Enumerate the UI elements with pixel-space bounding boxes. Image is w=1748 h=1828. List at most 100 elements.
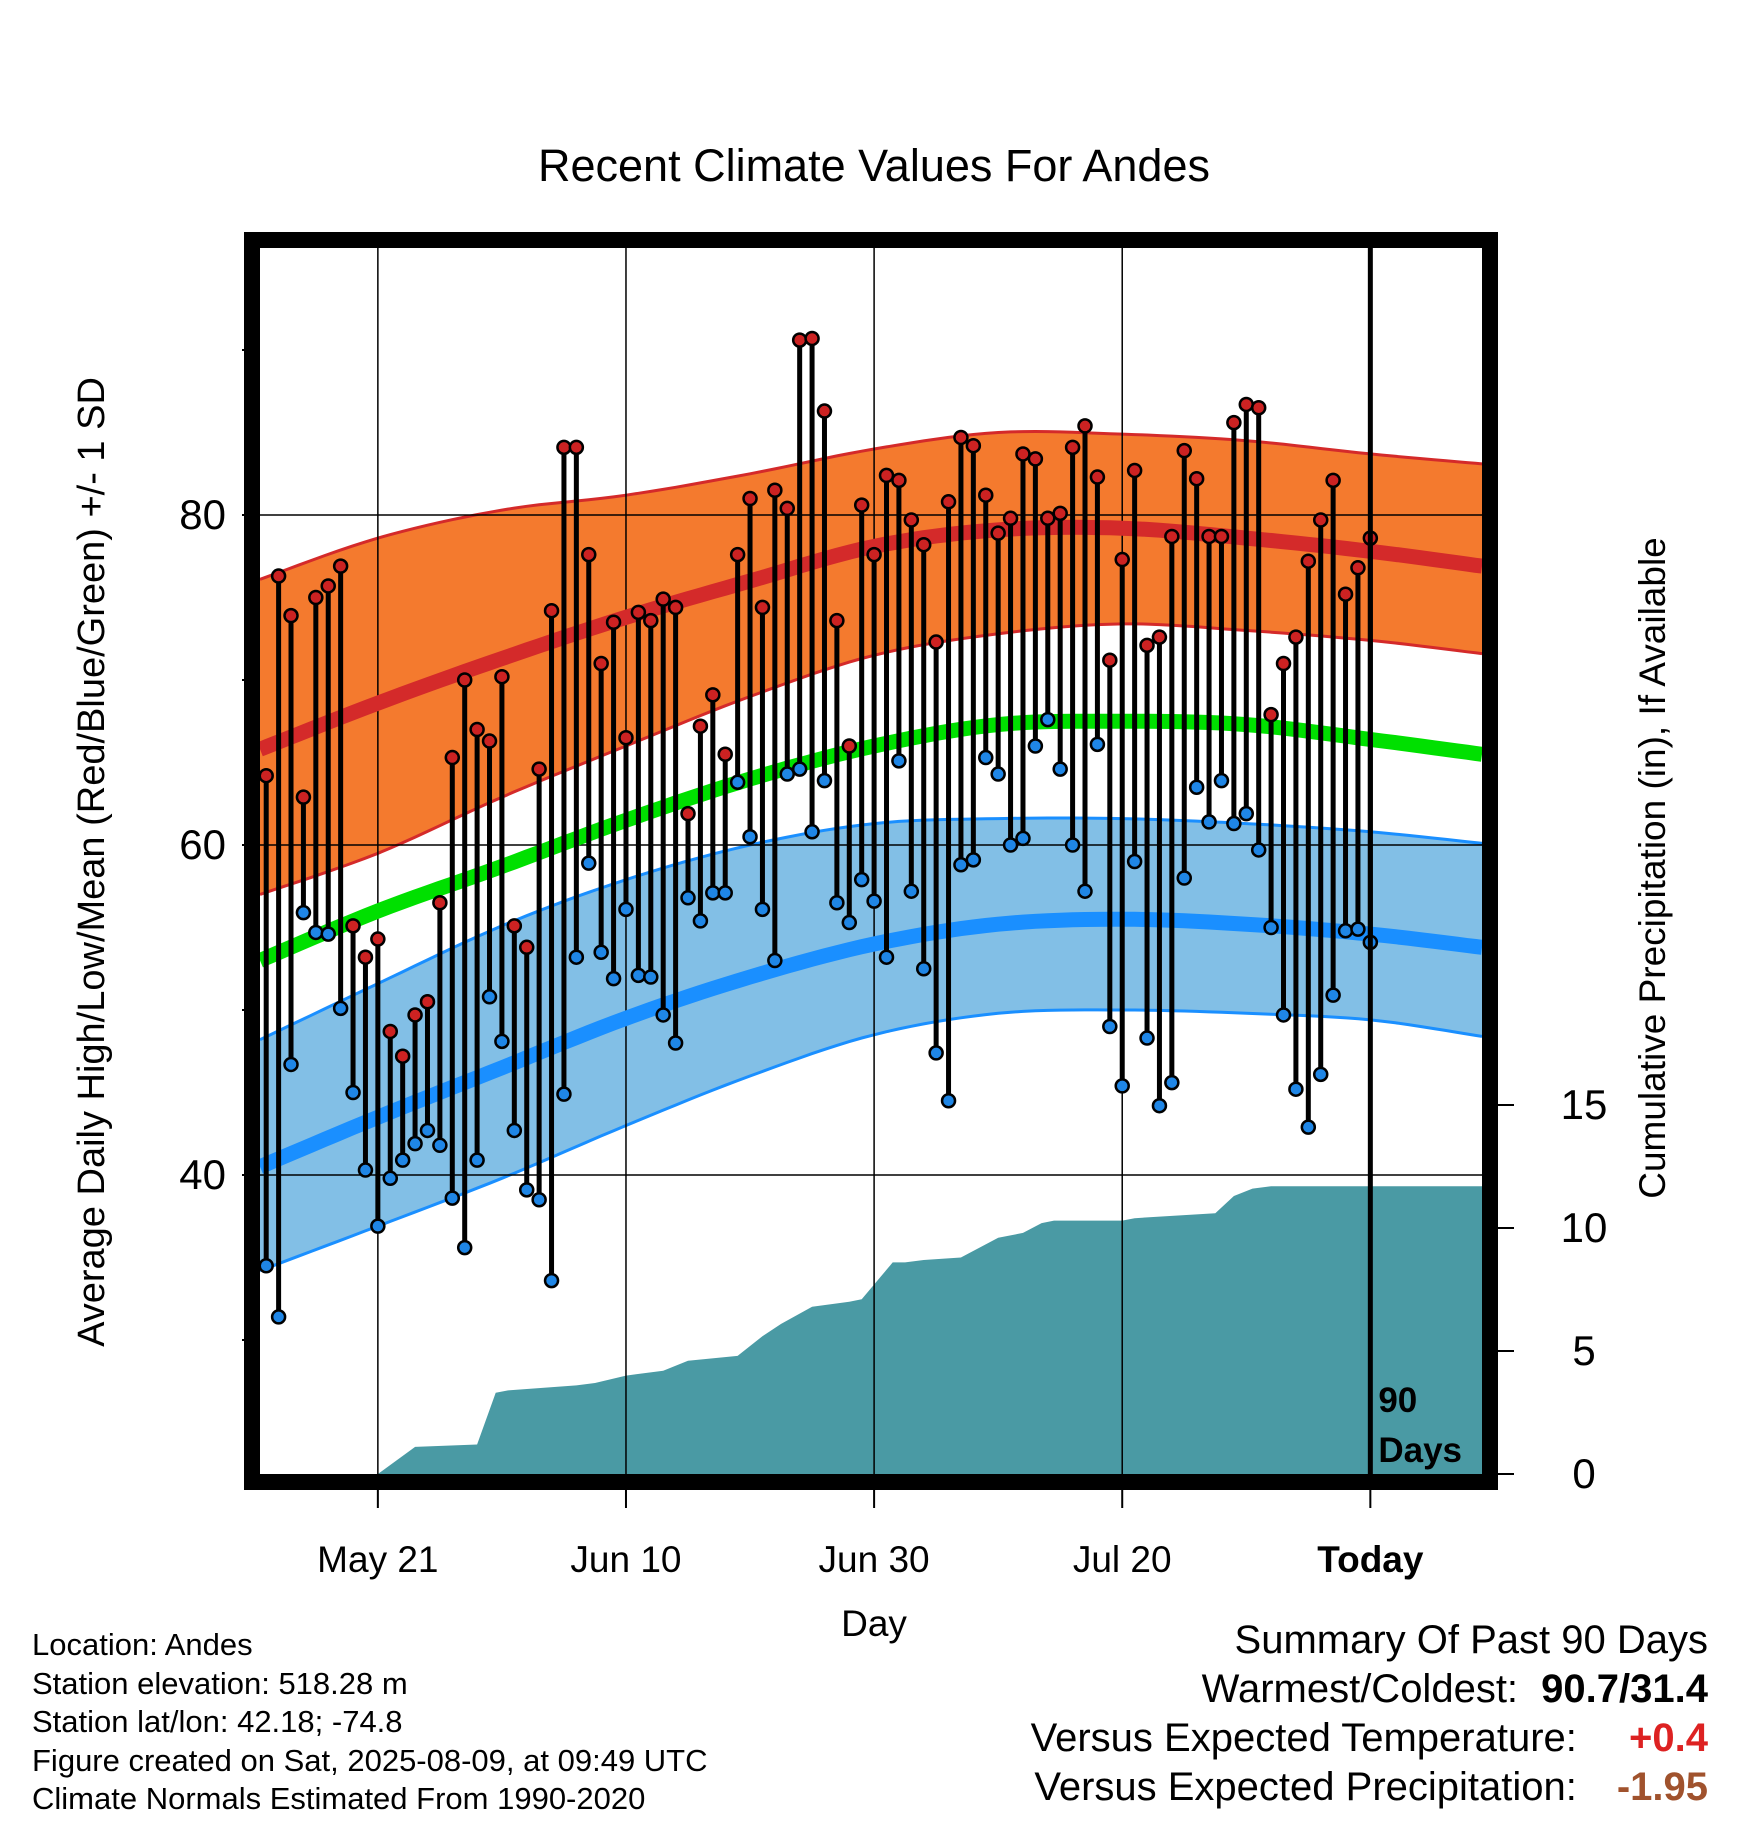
daily-high-point: [1002, 510, 1019, 527]
daily-low-point: [1002, 837, 1019, 853]
daily-high-point: [965, 437, 982, 454]
daily-high-point: [729, 546, 746, 563]
daily-low-point: [1139, 1030, 1155, 1046]
daily-high-point: [1027, 451, 1044, 467]
y2-tick-label: 15: [1561, 1081, 1608, 1128]
daily-low-point: [1102, 1018, 1118, 1035]
days-window-label: 90: [1378, 1381, 1417, 1420]
daily-high-point: [940, 494, 957, 510]
y-tick-label: 40: [179, 1151, 226, 1198]
daily-low-point: [357, 1162, 374, 1178]
x-tick-label: Today: [1317, 1539, 1424, 1580]
daily-high-point: [370, 931, 386, 947]
daily-low-point: [978, 749, 994, 766]
daily-low-point: [1176, 870, 1193, 886]
daily-high-point: [655, 591, 671, 607]
daily-low-point: [469, 1152, 485, 1168]
station-info: Location: Andes Station elevation: 518.2…: [32, 1626, 708, 1819]
daily-low-point: [729, 774, 746, 791]
precip-vs-expected-row: Versus Expected Precipitation: -1.95: [1031, 1763, 1708, 1812]
daily-low-point: [320, 926, 336, 942]
plot-area: [260, 248, 1482, 1474]
daily-high-point: [320, 578, 336, 594]
daily-low-point: [1337, 923, 1354, 939]
daily-low-point: [506, 1122, 523, 1139]
daily-low-point: [1213, 772, 1230, 789]
location-text: Location: Andes: [32, 1627, 253, 1662]
plot-frame: [244, 232, 1498, 1490]
warmest-coldest-value: 90.7/31.4: [1541, 1667, 1708, 1711]
daily-high-point: [432, 895, 448, 911]
daily-low-point: [878, 949, 895, 965]
daily-low-point: [829, 895, 845, 911]
daily-high-point: [853, 497, 870, 513]
x-axis-title: Day: [841, 1603, 907, 1644]
daily-high-point: [1164, 528, 1180, 545]
daily-high-point: [518, 939, 535, 956]
precip-vs-expected-label: Versus Expected Precipitation:: [1034, 1765, 1577, 1809]
y-tick-label: 80: [179, 491, 226, 538]
daily-high-point: [928, 634, 944, 650]
daily-high-point: [345, 918, 361, 934]
y2-tick-label: 0: [1572, 1450, 1595, 1497]
daily-high-point: [1015, 446, 1031, 462]
daily-high-point: [1213, 528, 1230, 545]
daily-low-point: [692, 913, 709, 929]
daily-high-point: [1250, 400, 1267, 416]
daily-high-point: [581, 546, 597, 563]
daily-high-point: [767, 482, 783, 498]
x-tick-label: Jun 10: [570, 1539, 681, 1580]
daily-low-point: [680, 890, 696, 906]
daily-high-point: [543, 602, 560, 619]
daily-high-point: [1064, 439, 1081, 456]
y2-tick-label: 10: [1561, 1204, 1608, 1251]
daily-low-point: [779, 766, 796, 782]
daily-high-point: [643, 612, 659, 629]
daily-high-point: [1139, 637, 1155, 654]
daily-low-point: [742, 829, 758, 845]
daily-low-point: [717, 885, 733, 901]
daily-high-point: [1176, 442, 1193, 459]
daily-high-point: [1226, 414, 1242, 431]
daily-low-point: [556, 1086, 572, 1102]
daily-high-point: [1052, 505, 1068, 522]
y-axis-title: Average Daily High/Low/Mean (Red/Blue/Gr…: [71, 377, 113, 1347]
y-tick-label: 60: [179, 821, 226, 868]
daily-high-point: [1238, 396, 1255, 413]
daily-high-point: [829, 612, 845, 629]
daily-high-point: [419, 994, 436, 1010]
daily-low-point: [791, 761, 808, 777]
daily-low-point: [754, 901, 771, 918]
daily-low-point: [370, 1218, 386, 1234]
daily-low-point: [605, 970, 622, 987]
precip-vs-expected-value: -1.95: [1616, 1765, 1708, 1809]
daily-low-point: [1114, 1078, 1130, 1094]
daily-low-point: [1300, 1119, 1317, 1135]
x-tick-label: May 21: [317, 1539, 438, 1580]
daily-low-point: [260, 1258, 274, 1274]
daily-low-point: [432, 1137, 448, 1154]
daily-high-point: [791, 332, 808, 348]
daily-low-point: [1151, 1097, 1168, 1114]
daily-low-point: [990, 766, 1006, 782]
daily-high-point: [742, 490, 758, 507]
daily-low-point: [1126, 853, 1143, 870]
daily-low-point: [456, 1239, 473, 1256]
daily-high-point: [1325, 472, 1341, 489]
daily-low-point: [270, 1309, 287, 1325]
daily-low-point: [965, 852, 982, 868]
created-text: Figure created on Sat, 2025-08-09, at 09…: [32, 1742, 708, 1778]
days-window-label: Days: [1378, 1431, 1462, 1470]
daily-low-point: [667, 1035, 684, 1051]
high-normal-line: [260, 519, 1482, 757]
daily-high-point: [283, 607, 299, 624]
daily-high-point: [1337, 586, 1354, 602]
daily-low-point: [1064, 837, 1081, 853]
daily-low-point: [308, 924, 324, 941]
daily-high-point: [605, 614, 622, 630]
daily-high-point: [705, 687, 721, 703]
daily-high-point: [990, 525, 1006, 541]
daily-low-point: [1350, 921, 1366, 937]
daily-low-point: [804, 824, 820, 840]
